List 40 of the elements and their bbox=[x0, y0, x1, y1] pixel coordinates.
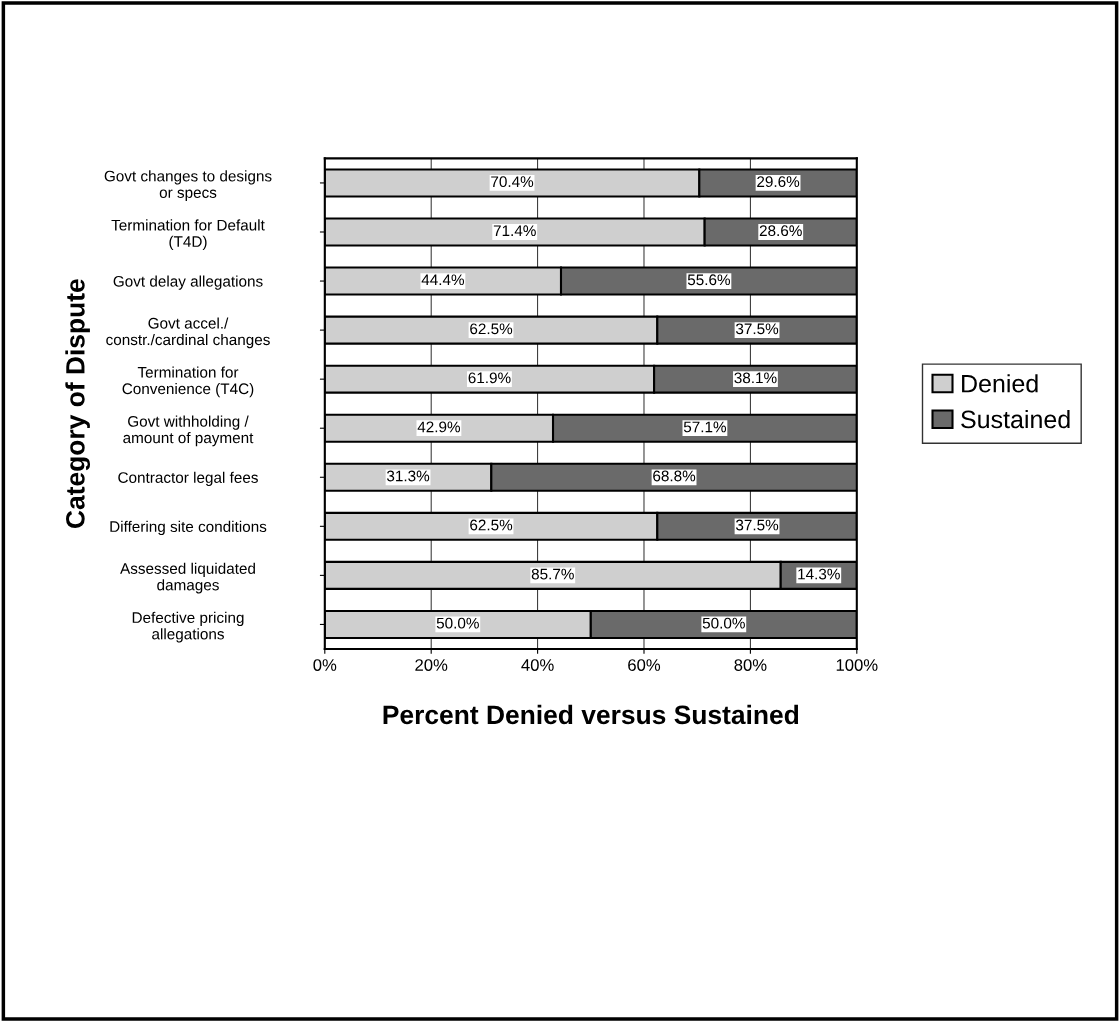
y-axis-title: Category of Dispute bbox=[65, 279, 91, 528]
x-tick-label: 40% bbox=[521, 659, 554, 671]
x-tick-label: 0% bbox=[313, 659, 337, 671]
x-tick-label: 80% bbox=[734, 659, 767, 671]
data-label: 50.0% bbox=[436, 617, 479, 629]
data-label: 85.7% bbox=[531, 568, 574, 580]
y-tick-label: Differing site conditions bbox=[110, 520, 267, 536]
data-label: 38.1% bbox=[734, 372, 777, 384]
data-label: 50.0% bbox=[702, 617, 745, 629]
data-label: 37.5% bbox=[735, 323, 779, 335]
y-tick-label: Assessed liquidated damages bbox=[120, 562, 255, 594]
data-label: 44.4% bbox=[421, 274, 465, 286]
y-tick-label: Termination for Convenience (T4C) bbox=[122, 366, 254, 398]
data-label: 71.4% bbox=[493, 225, 536, 237]
data-label: 62.5% bbox=[470, 323, 513, 335]
data-label: 57.1% bbox=[683, 421, 727, 433]
x-tick-label: 20% bbox=[415, 659, 448, 671]
y-tick-label: Govt withholding / amount of payment bbox=[123, 415, 254, 447]
data-label: 14.3% bbox=[798, 568, 840, 580]
data-label: 61.9% bbox=[468, 372, 511, 384]
legend-label: Denied bbox=[962, 374, 1038, 393]
data-label: 62.5% bbox=[470, 519, 513, 531]
y-tick-label: Govt accel./ constr./cardinal changes bbox=[106, 317, 270, 349]
y-tick-label: Govt delay allegations bbox=[113, 275, 263, 290]
x-tick-label: 60% bbox=[628, 659, 661, 671]
y-tick-label: Govt changes to designs or specs bbox=[104, 170, 272, 201]
data-label: 37.5% bbox=[735, 519, 779, 531]
data-label: 42.9% bbox=[417, 421, 461, 433]
data-label: 31.3% bbox=[386, 470, 430, 482]
y-tick-label: Defective pricing allegations bbox=[132, 611, 244, 643]
data-label: 28.6% bbox=[759, 225, 802, 237]
data-label: 29.6% bbox=[757, 176, 800, 188]
data-label: 70.4% bbox=[491, 176, 534, 188]
x-axis-title: Percent Denied versus Sustained bbox=[383, 704, 799, 725]
y-tick-label: Contractor legal fees bbox=[118, 471, 258, 486]
x-tick-label: 100% bbox=[836, 659, 878, 671]
legend-label: Sustained bbox=[961, 409, 1070, 429]
y-tick-label: Termination for Default (T4D) bbox=[111, 219, 265, 251]
data-label: 55.6% bbox=[687, 274, 731, 286]
data-label: 68.8% bbox=[653, 470, 696, 482]
